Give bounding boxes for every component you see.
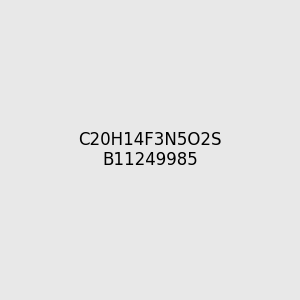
Text: C20H14F3N5O2S
B11249985: C20H14F3N5O2S B11249985 <box>78 130 222 170</box>
